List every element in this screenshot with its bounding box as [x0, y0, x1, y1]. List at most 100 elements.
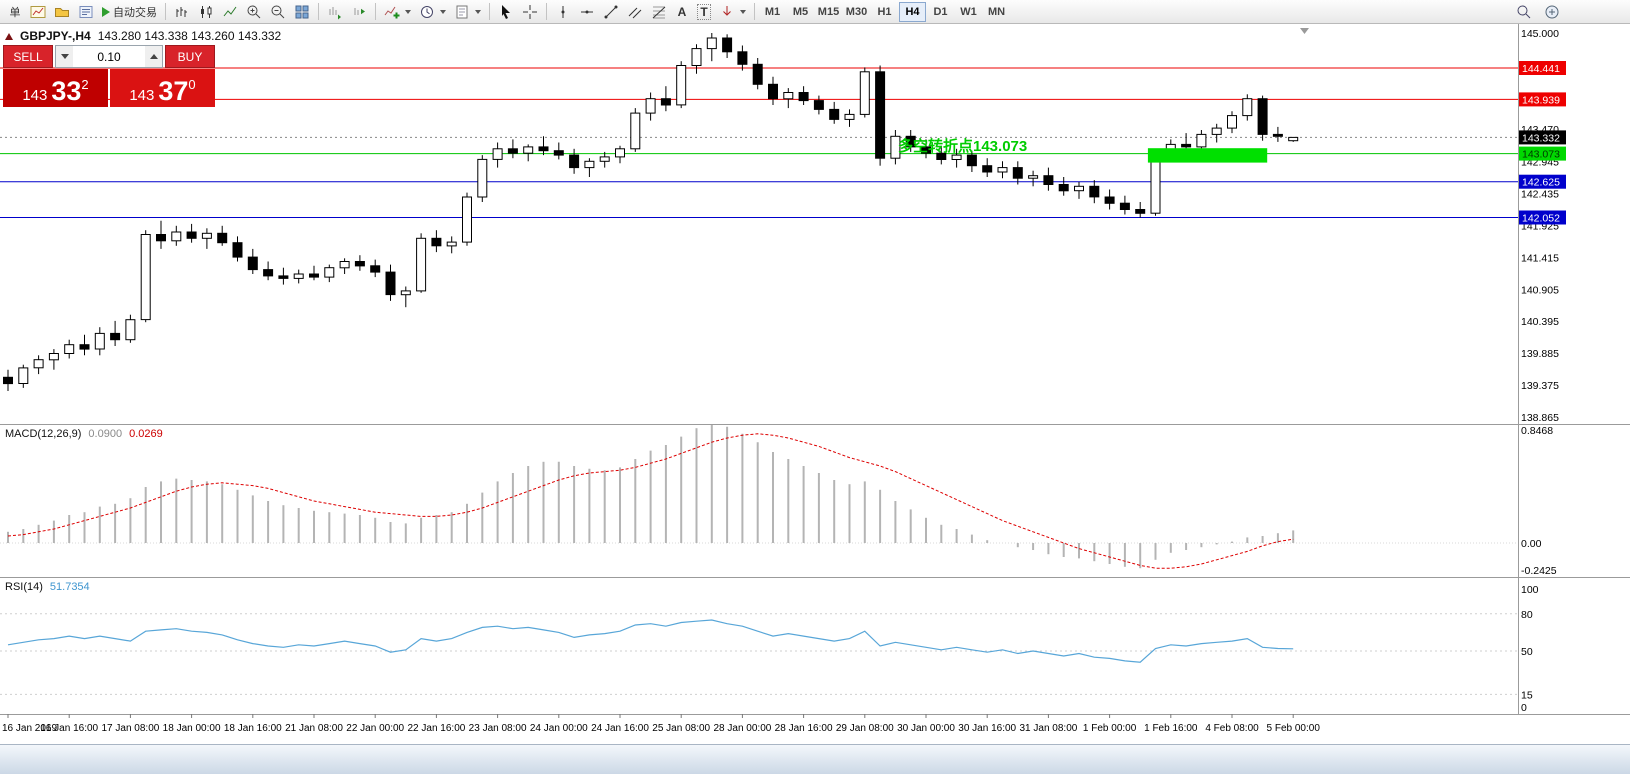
chevron-down-icon: [405, 9, 411, 14]
time-tick-label: 16 Jan 2019: [2, 723, 57, 734]
trend-annotation[interactable]: 多空转折点143.073: [898, 138, 1028, 155]
vertical-line-button[interactable]: [551, 1, 575, 22]
timeframe-m1-button[interactable]: M1: [759, 2, 786, 22]
time-tick-label: 17 Jan 08:00: [101, 723, 159, 734]
timeframe-m30-button[interactable]: M30: [843, 2, 870, 22]
svg-text:142.435: 142.435: [1521, 189, 1559, 201]
profiles-button[interactable]: [50, 1, 74, 22]
toolbar-right-group: [1512, 1, 1626, 22]
chevron-down-icon: [440, 9, 446, 14]
timeframe-h1-button[interactable]: H1: [871, 2, 898, 22]
zoom-out-button[interactable]: [266, 1, 290, 22]
time-tick-label: 30 Jan 00:00: [897, 723, 955, 734]
profiles-icon: [54, 4, 70, 20]
community-button[interactable]: [1540, 1, 1564, 22]
bid-integer: 143: [22, 87, 48, 104]
volume-increase-button[interactable]: [145, 46, 162, 67]
crosshair-button[interactable]: [518, 1, 542, 22]
play-icon: [102, 6, 110, 17]
arrow-tool-icon: [719, 4, 735, 20]
chart-background[interactable]: [0, 24, 1630, 744]
svg-text:140.905: 140.905: [1521, 284, 1559, 296]
equidistant-channel-icon: [627, 4, 643, 20]
search-button[interactable]: [1512, 1, 1536, 22]
buy-button[interactable]: BUY: [165, 45, 215, 68]
indicators-button[interactable]: [380, 1, 415, 22]
trendline-button[interactable]: [599, 1, 623, 22]
time-tick-label: 30 Jan 16:00: [958, 723, 1016, 734]
ohlc-values: 143.280 143.338 143.260 143.332: [97, 29, 282, 43]
svg-text:142.052: 142.052: [1522, 213, 1560, 225]
new-order-button[interactable]: 单: [4, 1, 26, 22]
rsi-label: RSI(14) 51.7354: [5, 581, 90, 593]
periods-button[interactable]: [415, 1, 450, 22]
bar-chart-button[interactable]: [170, 1, 194, 22]
autotrade-button[interactable]: 自动交易: [98, 1, 161, 22]
price-tag-143.939: [1519, 92, 1566, 107]
svg-text:140.395: 140.395: [1521, 316, 1559, 328]
svg-text:144.441: 144.441: [1522, 63, 1560, 75]
time-tick-label: 4 Feb 08:00: [1205, 723, 1259, 734]
text-label-button[interactable]: T: [693, 1, 715, 22]
templates-button[interactable]: [450, 1, 485, 22]
channel-button[interactable]: [623, 1, 647, 22]
cursor-button[interactable]: [494, 1, 518, 22]
chart-shift-icon: [351, 4, 367, 20]
timeframe-w1-button[interactable]: W1: [955, 2, 982, 22]
candlestick-chart-button[interactable]: [194, 1, 218, 22]
horizontal-line-icon: [579, 4, 595, 20]
svg-text:0: 0: [1521, 702, 1527, 714]
candlestick-icon: [198, 4, 214, 20]
zoom-in-icon: [246, 4, 262, 20]
ask-price-display[interactable]: 143 37 0: [110, 69, 215, 107]
time-tick-label: 22 Jan 16:00: [407, 723, 465, 734]
svg-text:139.885: 139.885: [1521, 348, 1559, 360]
volume-decrease-button[interactable]: [56, 46, 73, 67]
price-tag-142.625: [1519, 174, 1566, 189]
toolbar-separator: [165, 3, 166, 20]
highlight-rectangle[interactable]: [1147, 148, 1268, 163]
text-tool-button[interactable]: A: [671, 1, 693, 22]
timeframe-d1-button[interactable]: D1: [927, 2, 954, 22]
timeframe-mn-button[interactable]: MN: [983, 2, 1010, 22]
chart-shift-button[interactable]: [347, 1, 371, 22]
volume-input[interactable]: [73, 46, 145, 67]
timeframe-m5-button[interactable]: M5: [787, 2, 814, 22]
sell-button[interactable]: SELL: [3, 45, 53, 68]
one-click-collapse-icon[interactable]: [5, 32, 13, 40]
time-tick-label: 21 Jan 08:00: [285, 723, 343, 734]
line-chart-button[interactable]: [218, 1, 242, 22]
toolbar-separator: [546, 3, 547, 20]
auto-scroll-button[interactable]: [323, 1, 347, 22]
chevron-down-icon: [475, 9, 481, 14]
bid-price-display[interactable]: 143 33 2: [3, 69, 108, 107]
toolbar-separator: [318, 3, 319, 20]
time-tick-label: 28 Jan 16:00: [775, 723, 833, 734]
autotrade-label: 自动交易: [113, 6, 157, 19]
svg-text:142.625: 142.625: [1522, 177, 1560, 189]
crosshair-icon: [522, 4, 538, 20]
market-watch-button[interactable]: [74, 1, 98, 22]
timeframe-h4-button[interactable]: H4: [899, 1, 926, 22]
macd-main-value: 0.0900: [88, 428, 123, 440]
toolbar-separator: [375, 3, 376, 20]
zoom-in-button[interactable]: [242, 1, 266, 22]
rsi-value: 51.7354: [49, 581, 90, 593]
toolbar-separator: [754, 3, 755, 20]
timeframe-m15-button[interactable]: M15: [815, 2, 842, 22]
svg-text:50: 50: [1521, 646, 1533, 658]
price-tag-144.441: [1519, 61, 1566, 75]
tile-windows-button[interactable]: [290, 1, 314, 22]
time-tick-label: 24 Jan 16:00: [591, 723, 649, 734]
new-chart-button[interactable]: [26, 1, 50, 22]
zoom-out-icon: [270, 4, 286, 20]
macd-name: MACD(12,26,9): [5, 428, 82, 440]
arrows-button[interactable]: [715, 1, 750, 22]
svg-text:143.332: 143.332: [1522, 132, 1560, 144]
horizontal-line-button[interactable]: [575, 1, 599, 22]
chart-canvas[interactable]: 145.000143.470142.945142.435141.925141.4…: [0, 24, 1630, 774]
fibonacci-button[interactable]: [647, 1, 671, 22]
bid-point: 2: [81, 77, 89, 92]
chart-shift-marker[interactable]: [1300, 28, 1309, 34]
